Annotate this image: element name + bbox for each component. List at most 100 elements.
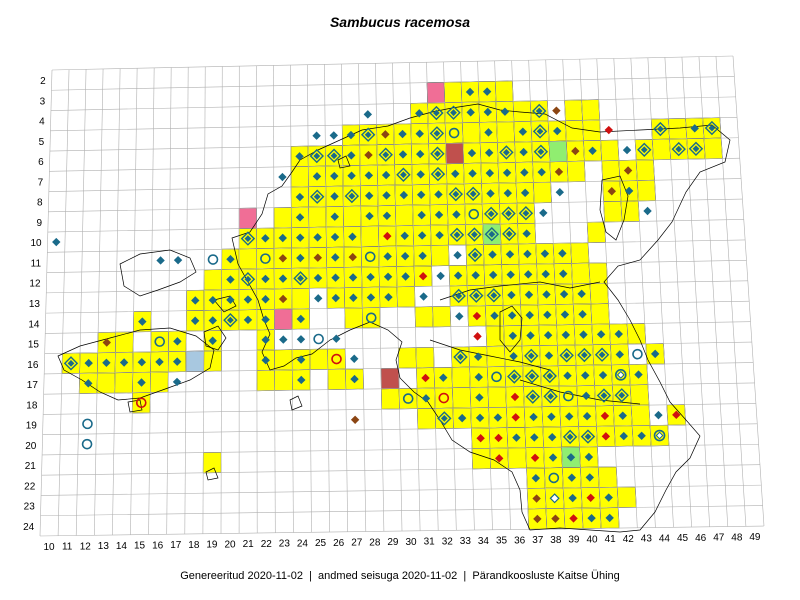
red-ring-marker-26-16 [331,353,342,365]
occupied-cell-38-8 [533,181,552,204]
grid-horizontal-line [49,157,740,172]
diamond-in-diamond-marker-34-10 [471,231,478,238]
diamond-marker-34-3 [465,87,475,97]
diamond-marker-33-7 [451,169,460,178]
diamond-outline-36-6 [499,145,514,160]
data-state-date: andmed seisuga 2020-11-02 [318,570,458,582]
diamond-marker-17-11 [173,255,183,265]
ring-marker-28-14 [365,312,377,324]
generated-date: Genereeritud 2020-11-02 [180,570,303,582]
grid-horizontal-line [41,464,760,476]
occupied-cell-41-14 [590,303,610,325]
diamond-marker-40-14 [578,310,587,319]
diamond-marker-43-17 [634,370,643,379]
diamond-marker-39-5 [553,126,562,136]
column-label-12: 12 [80,541,92,552]
diamond-in-diamond-marker-46-6 [675,145,683,153]
brown-diamond-marker-23-13 [278,294,288,304]
occupied-cell-35-17 [486,366,507,388]
diamond-in-diamond-marker-20-14 [226,316,234,324]
red-diamond-marker-40-23 [586,493,595,502]
diamond-marker-24-16 [296,355,306,364]
diamond-marker-33-11 [453,251,462,260]
diamond-outline-46-6 [671,141,686,157]
diamond-marker-31-8 [416,190,426,199]
brown-diamond-marker-39-4 [552,106,561,115]
grid-horizontal-line [44,341,752,354]
diamond-marker-38-12 [541,269,550,279]
diamond-outline-33-16 [453,349,468,365]
diamond-marker-13-16 [102,358,111,367]
red-diamond-marker-41-20 [601,432,611,441]
diamond-marker-32-17 [439,373,448,382]
occupied-cell-29-18 [380,388,400,410]
footer-separator-2: | [463,570,467,582]
diamond-in-diamond-marker-26-6 [330,152,338,160]
row-label-2: 2 [40,76,46,87]
diamond-in-diamond-marker-25-6 [313,152,321,160]
diamond-marker-39-23 [568,493,577,503]
occupied-cells-layer [61,80,723,530]
row-label-18: 18 [26,400,38,411]
diamond-marker-16-16 [155,357,164,367]
diamond-marker-14-16 [119,358,129,367]
diamond-outline-36-9 [501,206,516,221]
grid-vertical-line [613,58,638,528]
diamond-marker-19-14 [208,316,217,325]
diamond-marker-44-16 [650,349,660,359]
brown-diamond-marker-37-24 [533,514,542,524]
occupied-cell-41-10 [586,221,606,244]
diamond-marker-39-12 [559,269,568,278]
occupied-cell-28-11 [360,246,380,268]
occupied-cell-41-22 [597,466,618,488]
diamond-marker-19-13 [208,295,218,305]
occupied-cell-43-18 [629,384,650,406]
occupied-cell-40-5 [565,119,584,142]
brown-diamond-marker-23-11 [278,254,288,263]
occupied-cell-14-15 [115,331,134,353]
grid-vertical-line [202,66,206,534]
row-label-12: 12 [29,279,41,290]
diamond-marker-37-19 [529,412,538,422]
occupied-cell-35-18 [487,386,507,408]
occupied-cell-31-14 [414,306,434,328]
occupied-cell-38-22 [544,467,564,489]
green-cell-39-6 [548,140,568,163]
diamond-marker-40-19 [582,412,592,421]
diamond-in-diamond-marker-32-6 [434,150,441,158]
occupied-cell-22-17 [256,369,276,392]
diamond-in-diamond-marker-38-5 [536,127,544,135]
diamond-marker-31-18 [421,394,431,403]
occupied-cell-36-3 [494,80,514,102]
occupied-cell-25-16 [309,348,329,370]
diamond-outline-25-6 [309,148,324,164]
diamond-outline-21-10 [240,231,256,246]
diamond-marker-30-8 [399,190,409,200]
diamond-marker-23-12 [278,274,288,283]
diamond-marker-44-9 [643,206,652,216]
occupied-cell-33-3 [443,81,463,104]
diamond-marker-29-8 [382,191,391,200]
occupied-cell-36-5 [496,121,515,143]
island-ruhnu [205,467,219,481]
column-label-47: 47 [713,533,725,544]
diamond-marker-31-10 [417,231,427,240]
column-label-37: 37 [532,535,544,546]
ring-marker-12-20 [81,438,93,450]
red-diamond-marker-45-19 [672,410,681,420]
grid-horizontal-line [39,525,765,537]
diamond-outline-38-5 [532,124,548,139]
diamond-marker-27-7 [347,171,356,180]
diamond-in-diamond-marker-27-8 [348,192,356,200]
diamond-marker-39-14 [560,310,570,319]
brown-diamond-marker-13-15 [102,338,111,347]
diamond-marker-35-11 [488,250,497,259]
diamond-marker-26-11 [331,253,340,262]
diamond-marker-12-17 [84,379,93,388]
island-kihnu [289,395,303,411]
diamond-marker-28-13 [366,293,376,302]
occupied-cell-23-16 [274,349,293,371]
diamond-marker-41-24 [605,513,614,523]
red-diamond-marker-37-21 [530,453,540,462]
occupied-cell-21-11 [238,248,258,270]
